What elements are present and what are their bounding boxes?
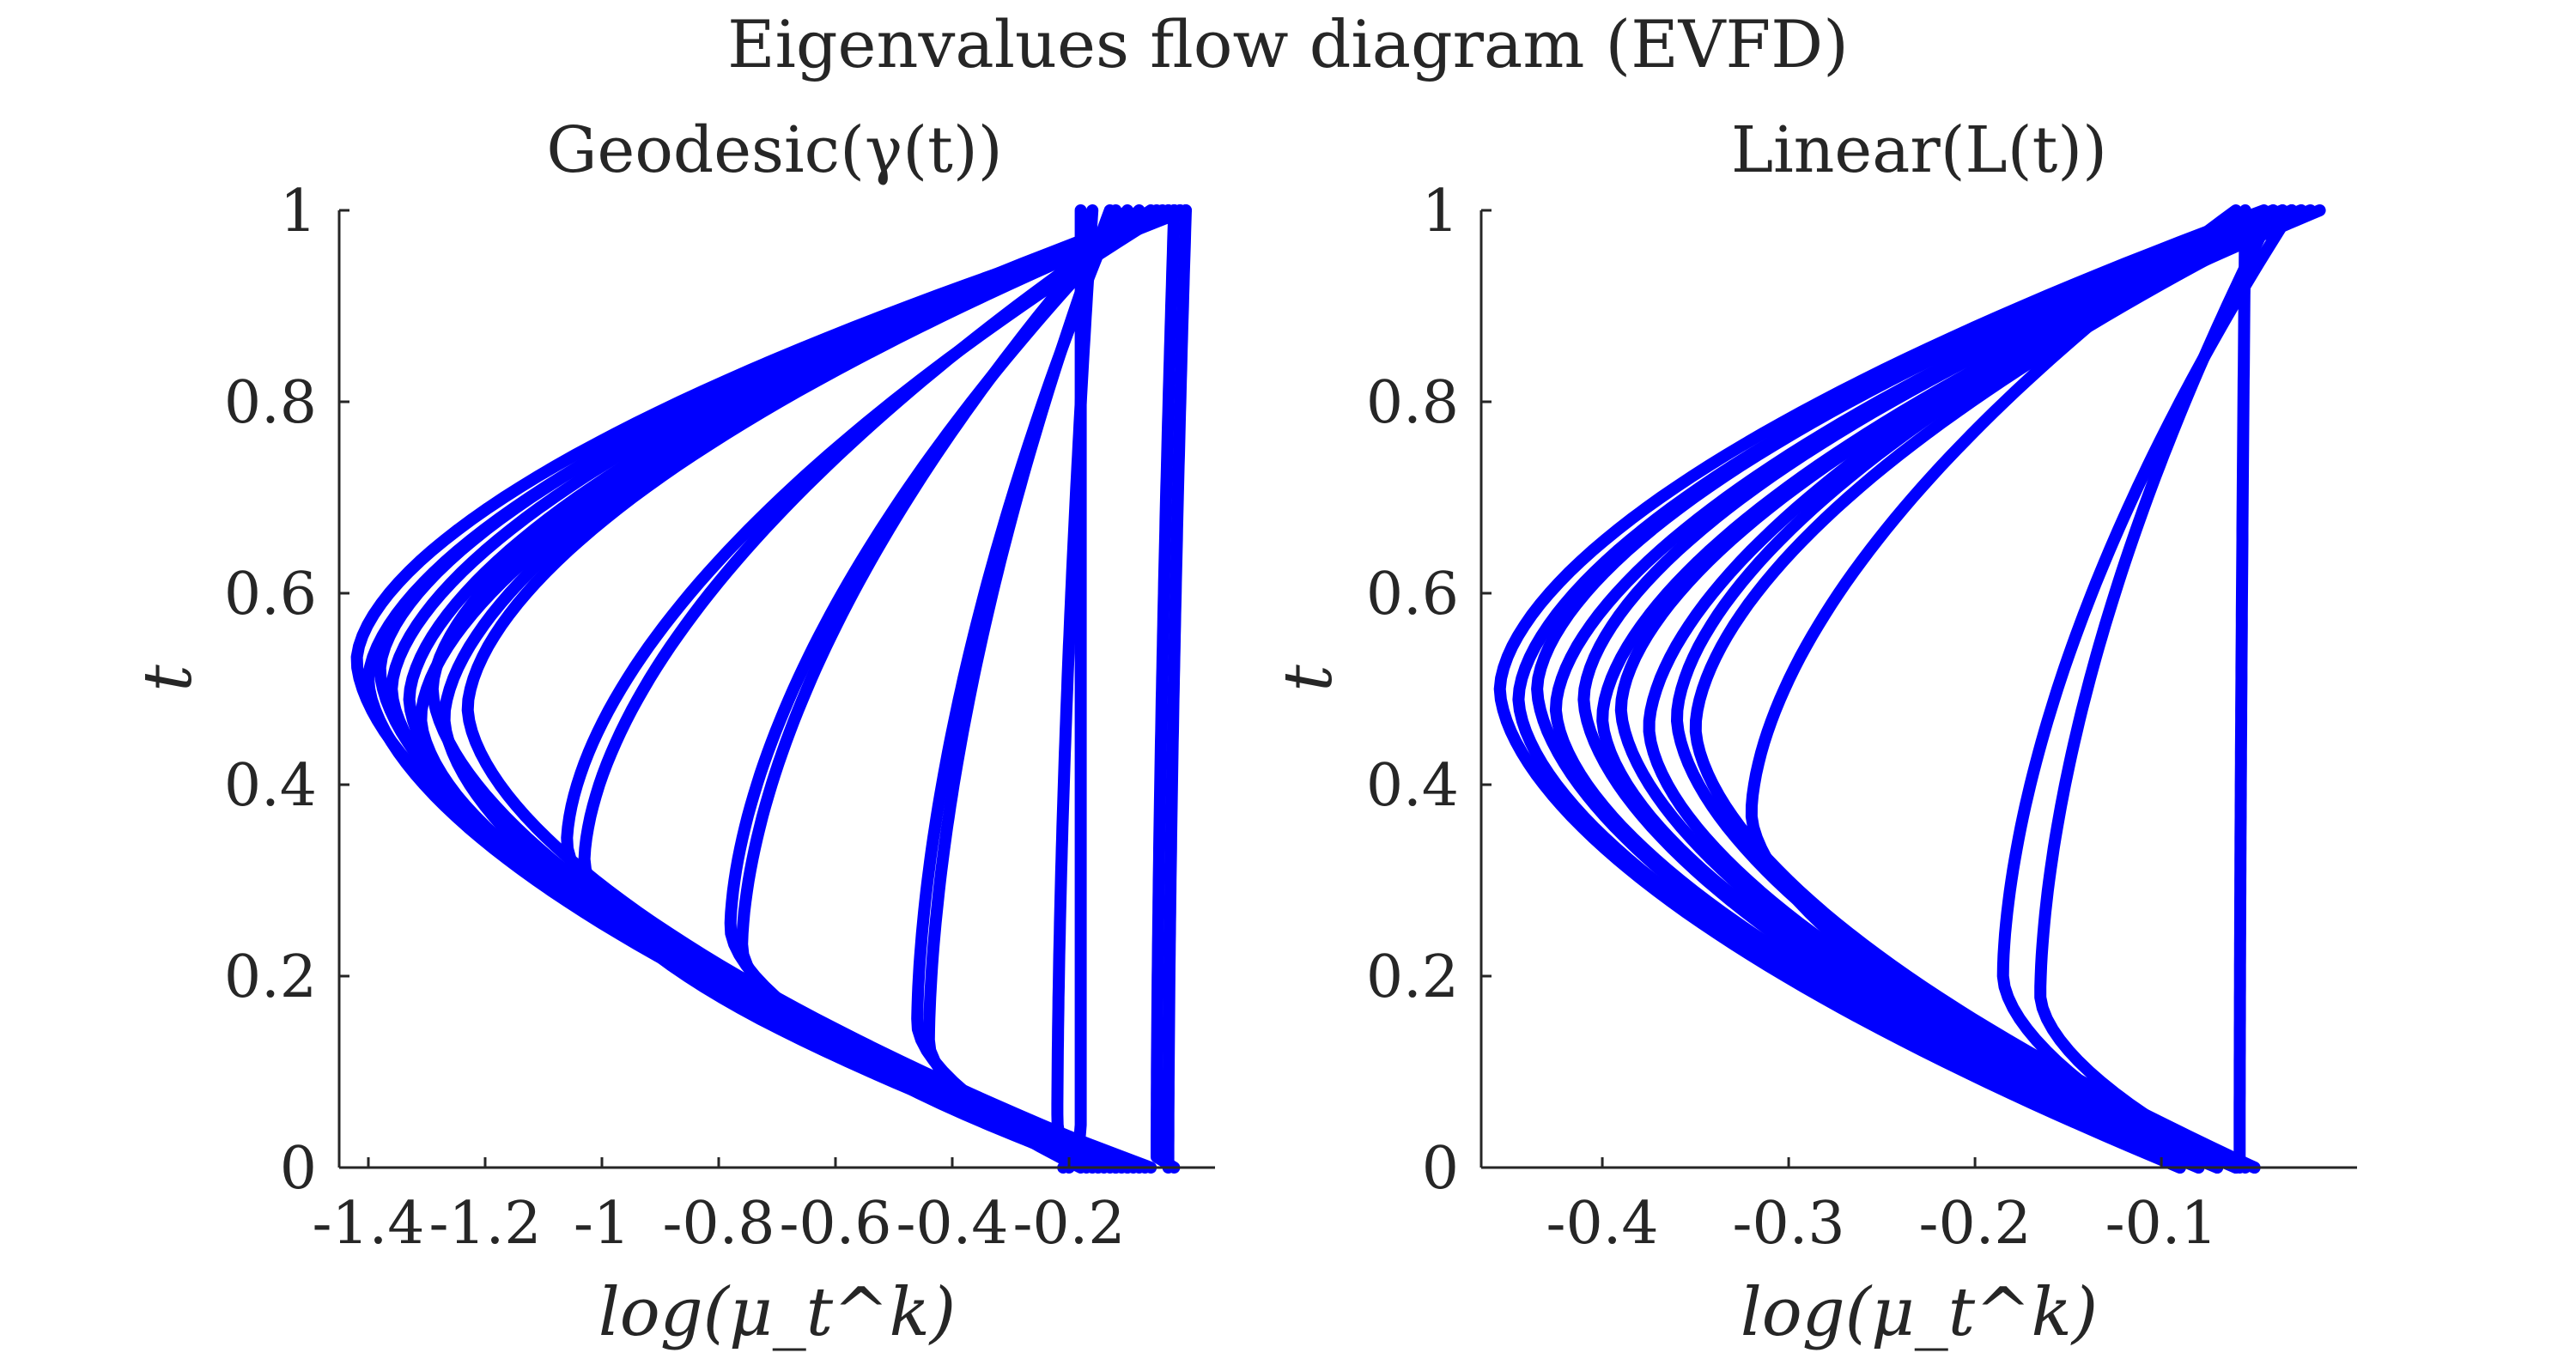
eigenvalue-curve [1493, 204, 2270, 1174]
x-tick-label: -1 [574, 1190, 630, 1258]
y-tick-label: 0.6 [1366, 561, 1459, 628]
y-ticks-linear: 0 0.2 0.4 0.6 0.8 1 [1366, 178, 1492, 1203]
eigenvalue-curve [2034, 204, 2280, 1174]
y-tick-label: 1 [1422, 178, 1459, 246]
eigenvalue-curve [1745, 204, 2261, 1174]
eigenvalue-curve [1531, 204, 2289, 1174]
x-ticks-linear: -0.4 -0.3 -0.2 -0.1 [1546, 1157, 2218, 1258]
y-tick-label: 0.8 [224, 369, 317, 437]
eigenvalue-curve [1151, 204, 1181, 1174]
eigenvalue-curve [2233, 204, 2251, 1174]
figure-title: Eigenvalues flow diagram (EVFD) [727, 6, 1849, 82]
panel-linear-title: Linear(L(t)) [1731, 113, 2107, 187]
x-ticks-geodesic: -1.4 -1.2 -1 -0.8 -0.6 -0.4 -0.2 [312, 1157, 1126, 1258]
y-ticks-geodesic: 0 0.2 0.4 0.6 0.8 1 [224, 178, 349, 1203]
y-axis-label-geodesic: t [130, 664, 207, 692]
x-tick-label: -0.4 [896, 1190, 1008, 1258]
x-tick-label: -0.6 [779, 1190, 891, 1258]
y-tick-label: 0.8 [1366, 369, 1459, 437]
x-tick-label: -0.8 [662, 1190, 775, 1258]
eigenvalue-curve [1577, 204, 2307, 1174]
x-axis-label-linear: log(μ_t^k) [1741, 1274, 2098, 1351]
eigenvalue-curve [578, 204, 1157, 1174]
y-axis-label-linear: t [1270, 664, 1347, 692]
y-tick-label: 0 [1422, 1135, 1459, 1203]
y-tick-label: 0.2 [224, 943, 317, 1011]
x-tick-label: -1.4 [312, 1190, 424, 1258]
y-tick-label: 0 [280, 1135, 317, 1203]
x-tick-label: -0.4 [1546, 1190, 1659, 1258]
y-tick-label: 0.4 [224, 752, 317, 820]
y-tick-label: 1 [280, 178, 317, 246]
x-tick-label: -0.3 [1733, 1190, 1845, 1258]
curves-geodesic [350, 204, 1192, 1174]
eigenvalue-curve [1162, 204, 1192, 1174]
y-tick-label: 0.4 [1366, 752, 1459, 820]
x-tick-label: -1.2 [428, 1190, 541, 1258]
y-tick-label: 0.6 [224, 561, 317, 628]
eigenvalue-curve [736, 204, 1133, 1174]
panel-geodesic: Geodesic(γ(t)) -1.4 -1.2 -1 -0.8 -0.6 -0.4 -0.… [130, 113, 1215, 1351]
x-tick-label: -0.2 [1012, 1190, 1125, 1258]
eigenvalue-curve [1057, 204, 1087, 1174]
x-tick-label: -0.2 [1919, 1190, 2032, 1258]
y-tick-label: 0.2 [1366, 943, 1459, 1011]
eigenvalue-curve [922, 204, 1116, 1174]
x-axis-label-geodesic: log(μ_t^k) [598, 1274, 956, 1351]
panel-linear: Linear(L(t)) -0.4 -0.3 -0.2 -0.1 0 0.2 0.4 0.6… [1270, 113, 2357, 1351]
x-tick-label: -0.1 [2105, 1190, 2218, 1258]
panel-geodesic-title: Geodesic(γ(t)) [546, 113, 1002, 187]
eigenvalue-curve [1689, 204, 2307, 1174]
curves-linear [1493, 204, 2326, 1174]
